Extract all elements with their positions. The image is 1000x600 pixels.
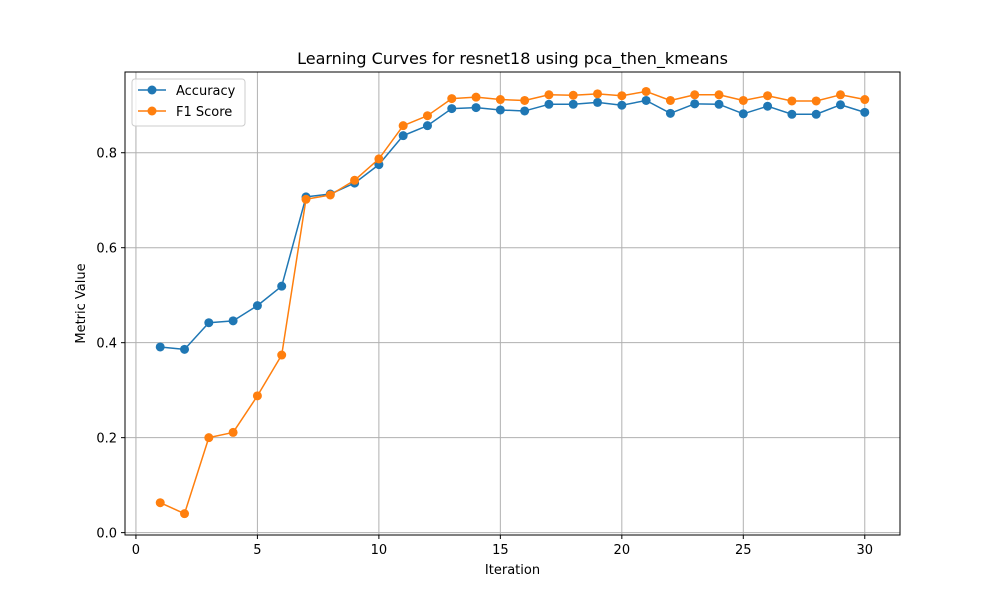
plot-frame	[124, 71, 901, 536]
data-point-f1-score	[835, 90, 845, 100]
x-tick-label: 10	[371, 543, 388, 558]
data-point-f1-score	[398, 121, 408, 131]
data-point-f1-score	[374, 154, 384, 164]
x-axis-label: Iteration	[485, 563, 540, 578]
data-point-f1-score	[763, 91, 773, 101]
x-tick-label: 20	[614, 543, 631, 558]
data-point-accuracy	[422, 121, 432, 131]
y-axis-label: Metric Value	[74, 263, 89, 343]
data-point-accuracy	[835, 100, 845, 110]
x-tick-label: 30	[856, 543, 873, 558]
data-point-accuracy	[447, 104, 457, 114]
data-point-accuracy	[520, 106, 530, 116]
data-point-f1-score	[180, 509, 190, 519]
data-point-f1-score	[617, 91, 627, 101]
data-point-f1-score	[860, 95, 870, 105]
data-point-f1-score	[301, 194, 311, 204]
data-point-f1-score	[204, 433, 214, 443]
data-point-f1-score	[714, 90, 724, 100]
data-point-accuracy	[544, 99, 554, 109]
data-point-accuracy	[155, 342, 165, 352]
y-tick-label: 0.4	[96, 337, 117, 352]
y-tick-label: 0.8	[96, 147, 117, 162]
y-tick-label: 0.2	[96, 432, 117, 447]
data-point-f1-score	[350, 175, 360, 185]
data-point-accuracy	[690, 99, 700, 109]
data-point-accuracy	[398, 131, 408, 141]
data-point-accuracy	[252, 301, 262, 311]
data-point-f1-score	[738, 95, 748, 105]
legend-marker-accuracy	[147, 85, 157, 95]
data-point-f1-score	[787, 96, 797, 106]
x-tick-label: 5	[253, 543, 261, 558]
x-tick-label: 15	[492, 543, 509, 558]
data-point-f1-score	[665, 95, 675, 105]
axes: 0 5 10 15 20 25 30 0.0 0.2 0.4 0.6 0.8	[96, 147, 873, 558]
data-point-f1-score	[422, 111, 432, 121]
data-point-f1-score	[495, 95, 505, 105]
x-tick-label: 25	[735, 543, 752, 558]
data-point-f1-score	[447, 94, 457, 104]
data-point-f1-score	[520, 95, 530, 105]
data-point-f1-score	[641, 86, 651, 96]
data-point-accuracy	[641, 95, 651, 105]
data-point-accuracy	[204, 318, 214, 328]
data-point-f1-score	[252, 391, 262, 401]
data-point-accuracy	[593, 97, 603, 107]
data-point-accuracy	[787, 109, 797, 119]
data-point-accuracy	[738, 109, 748, 119]
data-point-accuracy	[714, 99, 724, 109]
legend-label-f1-score: F1 Score	[176, 105, 232, 120]
data-point-accuracy	[568, 99, 578, 109]
data-point-accuracy	[180, 344, 190, 354]
series-accuracy	[155, 95, 870, 354]
legend-marker-f1-score	[147, 106, 157, 116]
data-point-accuracy	[277, 281, 287, 291]
data-point-accuracy	[763, 101, 773, 111]
series-layer	[155, 86, 870, 519]
data-point-f1-score	[544, 90, 554, 100]
data-point-accuracy	[860, 107, 870, 117]
data-point-f1-score	[325, 190, 335, 200]
legend: Accuracy F1 Score	[131, 78, 246, 127]
x-tick-label: 0	[132, 543, 140, 558]
data-point-accuracy	[471, 103, 481, 113]
data-point-f1-score	[568, 90, 578, 100]
data-point-f1-score	[690, 90, 700, 100]
data-point-accuracy	[228, 316, 238, 326]
data-point-f1-score	[811, 96, 821, 106]
data-point-f1-score	[277, 350, 287, 360]
data-point-accuracy	[617, 100, 627, 110]
data-point-f1-score	[228, 427, 238, 437]
y-tick-label: 0.6	[96, 242, 117, 257]
series-f1-score	[155, 86, 870, 519]
y-tick-label: 0.0	[96, 527, 117, 542]
chart-title: Learning Curves for resnet18 using pca_t…	[297, 49, 728, 69]
data-point-f1-score	[593, 89, 603, 99]
data-point-accuracy	[811, 109, 821, 119]
data-point-f1-score	[155, 498, 165, 508]
legend-label-accuracy: Accuracy	[176, 84, 236, 99]
data-point-f1-score	[471, 92, 481, 102]
data-point-accuracy	[665, 108, 675, 118]
data-point-accuracy	[495, 105, 505, 115]
